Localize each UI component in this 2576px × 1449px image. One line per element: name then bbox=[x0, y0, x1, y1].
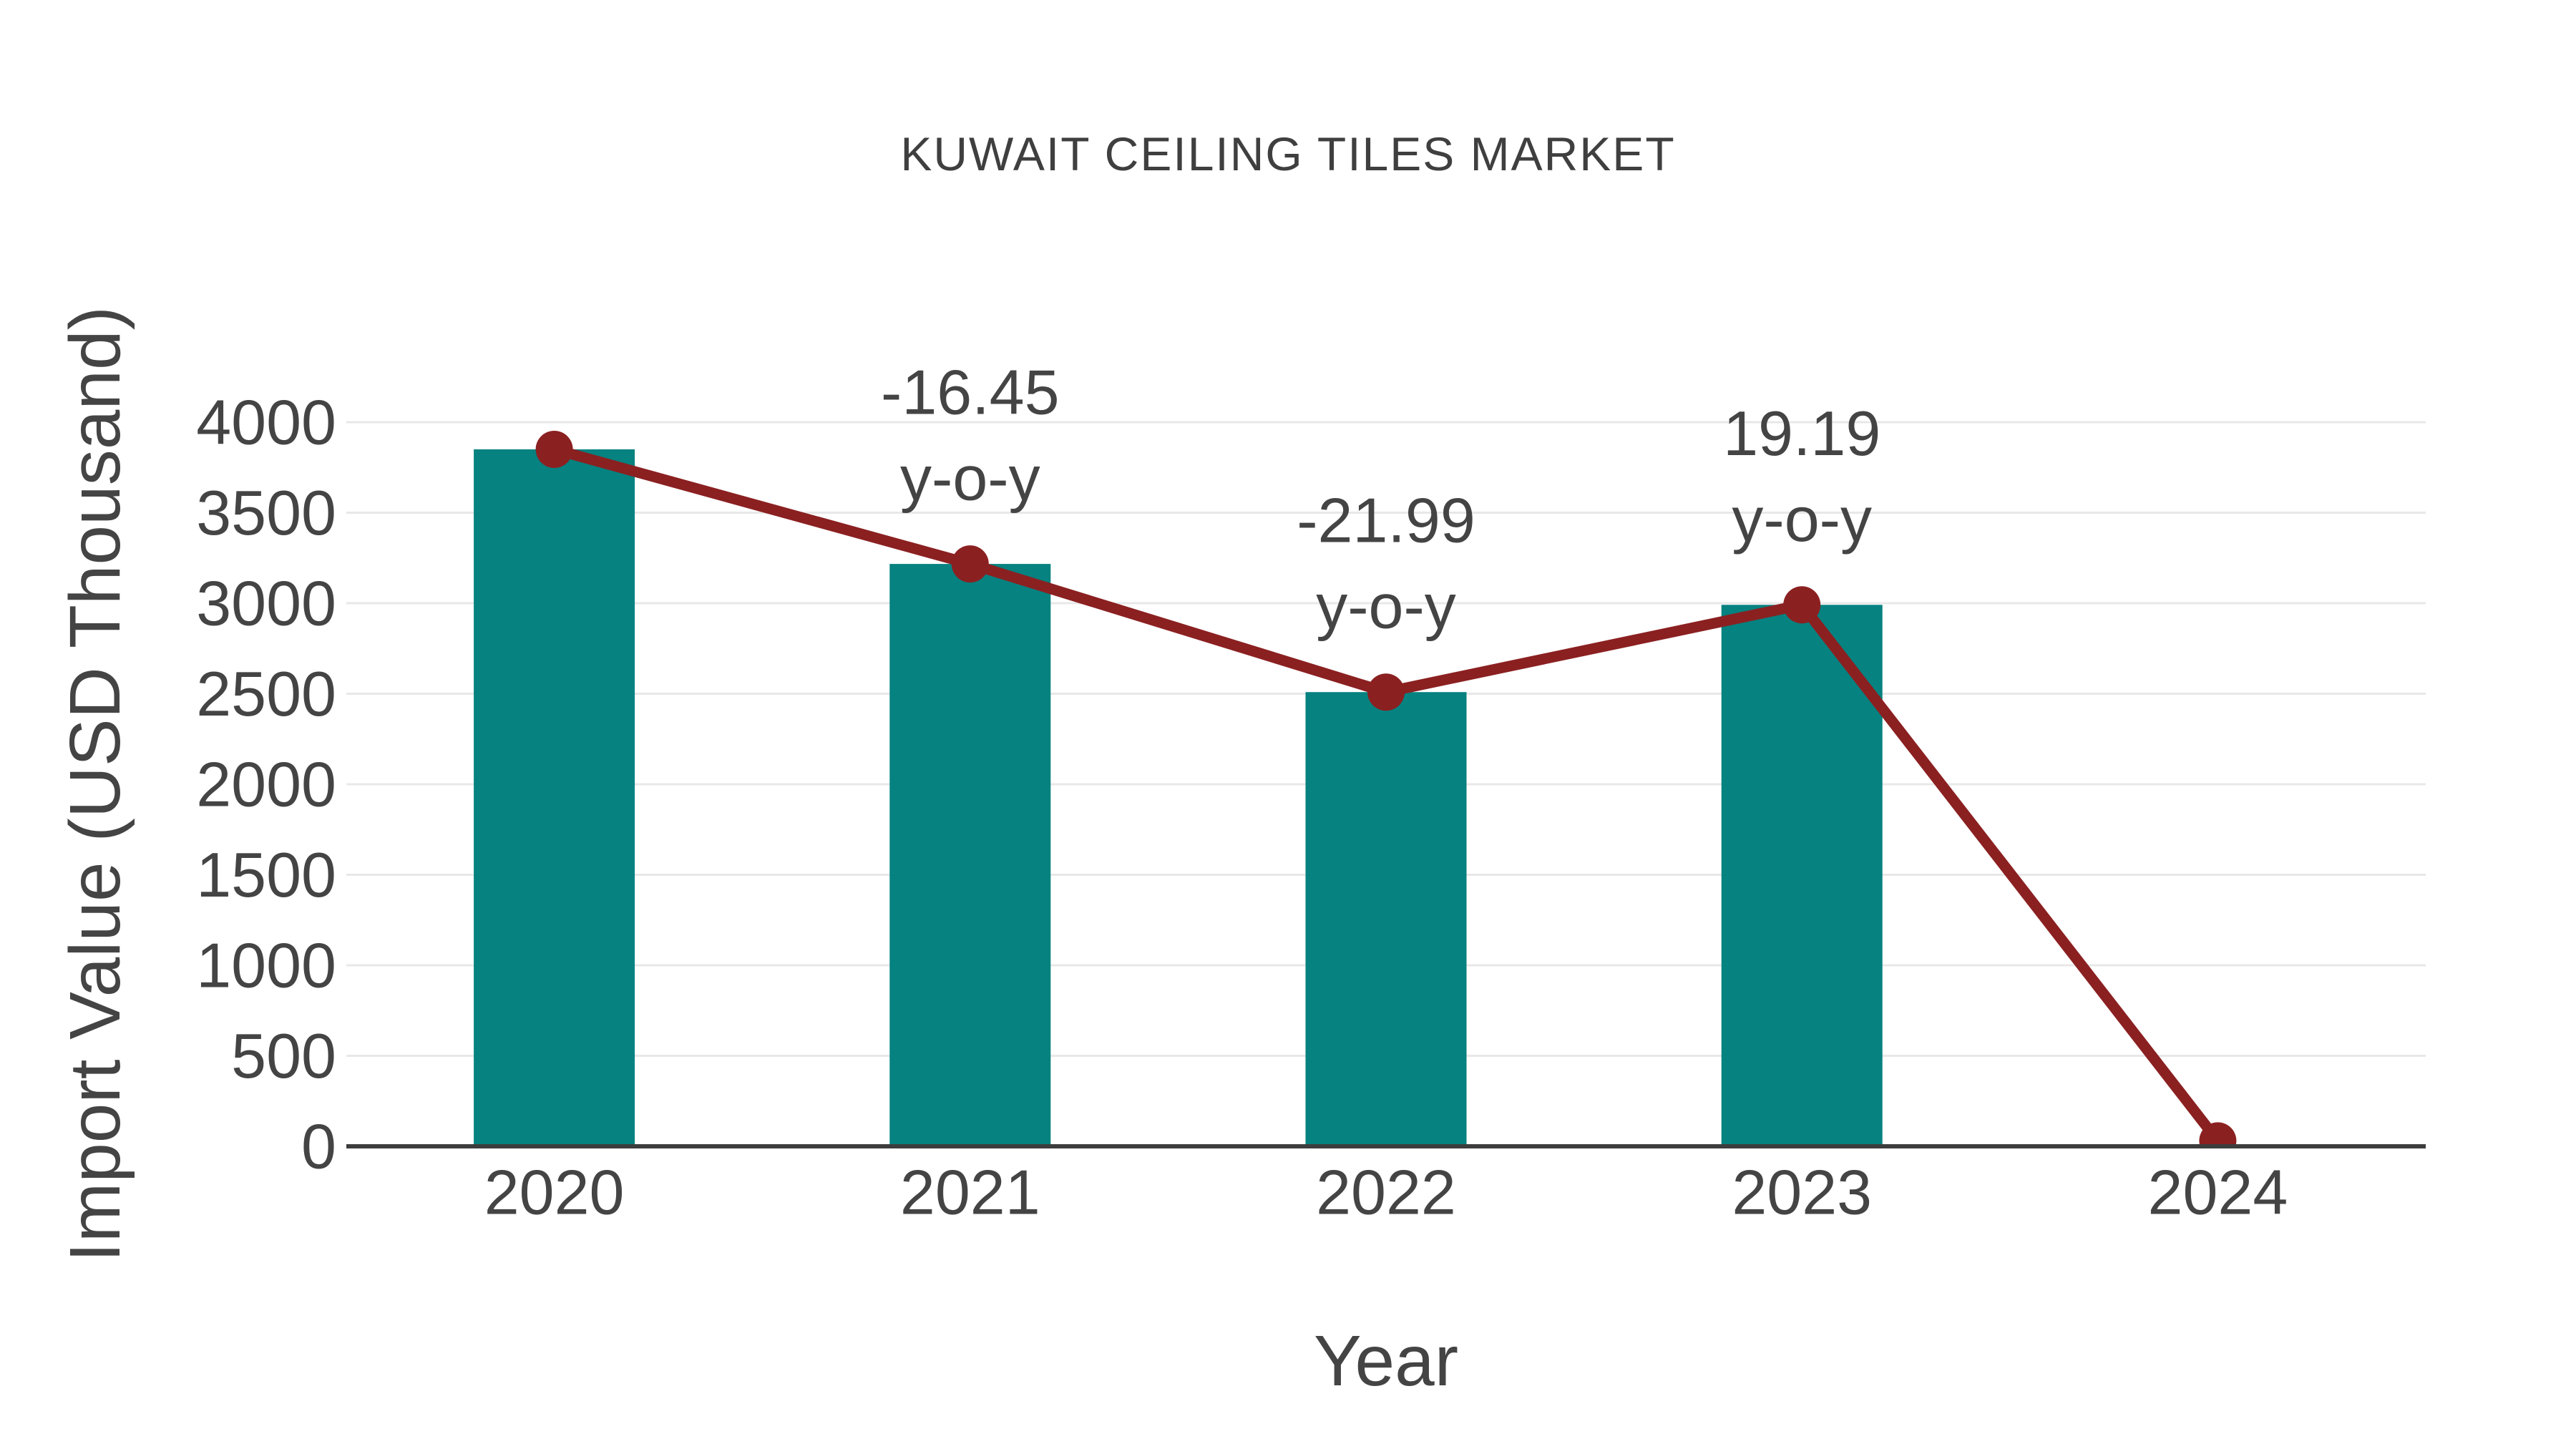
annotation-value-2022: -21.99 bbox=[1297, 485, 1475, 556]
annotation-yoy-2022: y-o-y bbox=[1316, 571, 1456, 642]
y-tick-label-4000: 4000 bbox=[196, 387, 336, 458]
line-series bbox=[535, 430, 2237, 1146]
bar-2020 bbox=[474, 449, 635, 1146]
y-axis-title: Import Value (USD Thousand) bbox=[55, 306, 135, 1262]
bar-2023 bbox=[1721, 605, 1883, 1146]
x-tick-label-2022: 2022 bbox=[1316, 1157, 1456, 1228]
y-tick-label-2500: 2500 bbox=[196, 658, 336, 729]
chart-title: KUWAIT CEILING TILES MARKET bbox=[900, 127, 1675, 180]
bar-2022 bbox=[1305, 692, 1467, 1146]
y-axis-tick-labels: 0 500 1000 1500 2000 2500 3000 3500 4000 bbox=[196, 387, 336, 1182]
x-axis-tick-labels: 2020 2021 2022 2023 2024 bbox=[484, 1157, 2288, 1228]
y-tick-label-1500: 1500 bbox=[196, 839, 336, 910]
x-tick-label-2023: 2023 bbox=[1732, 1157, 1872, 1228]
x-tick-label-2021: 2021 bbox=[900, 1157, 1040, 1228]
line-marker-2023 bbox=[1783, 586, 1821, 624]
annotation-value-2023: 19.19 bbox=[1723, 398, 1880, 469]
annotations: -16.45 y-o-y -21.99 y-o-y 19.19 y-o-y bbox=[881, 357, 1880, 642]
bar-series bbox=[474, 449, 1883, 1146]
annotation-value-2021: -16.45 bbox=[881, 357, 1060, 428]
y-tick-label-0: 0 bbox=[301, 1111, 336, 1182]
line-marker-2021 bbox=[951, 545, 989, 583]
y-tick-label-2000: 2000 bbox=[196, 749, 336, 820]
x-axis-title: Year bbox=[1314, 1321, 1458, 1401]
line-marker-2024 bbox=[2199, 1122, 2237, 1146]
bar-2021 bbox=[889, 564, 1051, 1146]
line-marker-2020 bbox=[535, 430, 573, 468]
x-tick-label-2020: 2020 bbox=[484, 1157, 625, 1228]
line-marker-2022 bbox=[1367, 673, 1405, 711]
y-tick-label-3000: 3000 bbox=[196, 568, 336, 639]
x-tick-label-2024: 2024 bbox=[2148, 1157, 2288, 1228]
annotation-yoy-2023: y-o-y bbox=[1732, 484, 1872, 555]
y-tick-label-1000: 1000 bbox=[196, 930, 336, 1001]
y-tick-label-3500: 3500 bbox=[196, 477, 336, 548]
y-tick-label-500: 500 bbox=[231, 1020, 336, 1091]
annotation-yoy-2021: y-o-y bbox=[900, 443, 1040, 514]
